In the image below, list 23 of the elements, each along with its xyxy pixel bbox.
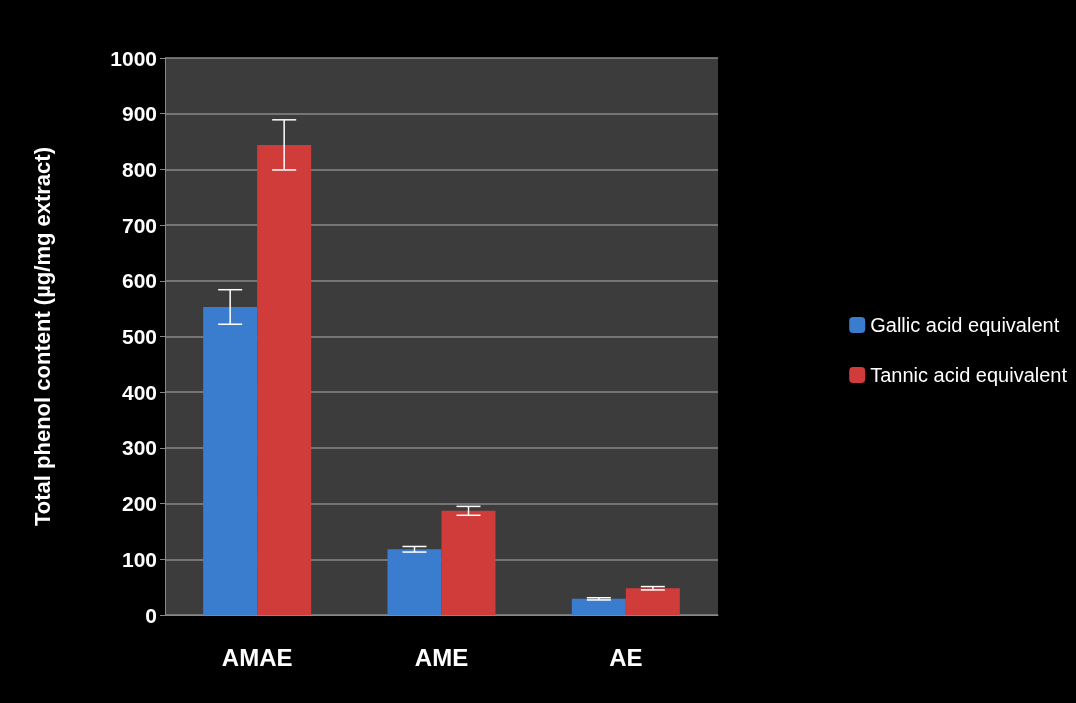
bar (387, 549, 442, 615)
y-tick-label: 1000 (110, 46, 157, 70)
x-tick-label: AME (414, 643, 469, 671)
y-tick-label: 400 (121, 380, 157, 404)
y-tick-label: 700 (121, 213, 157, 237)
y-axis-title: Total phenol content (µg/mg extract) (29, 147, 55, 526)
legend-label: Tannic acid equivalent (870, 364, 1068, 386)
y-tick-label: 200 (121, 492, 157, 516)
y-tick-label: 800 (121, 157, 157, 181)
y-tick-label: 300 (121, 436, 157, 460)
legend-label: Gallic acid equivalent (870, 314, 1060, 336)
bar (203, 306, 258, 615)
bar (571, 598, 626, 615)
y-tick-label: 600 (121, 269, 157, 293)
x-tick-label: AMAE (221, 643, 293, 671)
bar (257, 144, 312, 615)
bar (625, 588, 680, 615)
x-tick-label: AE (609, 643, 643, 671)
y-tick-label: 0 (145, 603, 157, 627)
y-tick-label: 100 (121, 547, 157, 571)
bar (441, 510, 496, 615)
y-tick-label: 500 (121, 325, 157, 348)
y-tick-label: 900 (121, 102, 157, 126)
